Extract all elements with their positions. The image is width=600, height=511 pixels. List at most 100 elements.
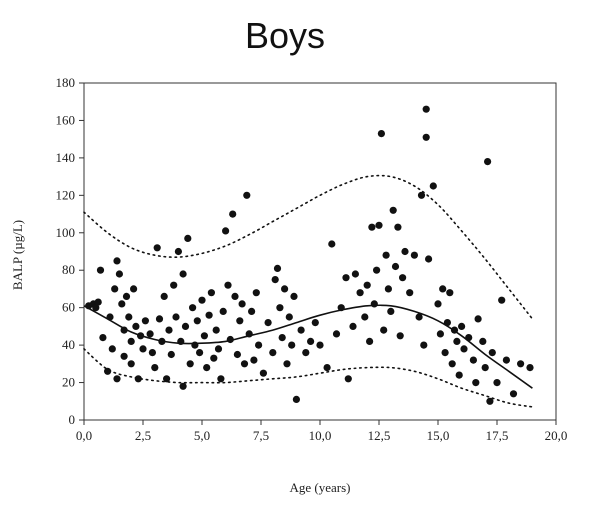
data-point (526, 364, 534, 372)
data-point (94, 298, 102, 306)
y-tick-label: 180 (56, 75, 76, 90)
data-point (488, 349, 496, 357)
data-point (184, 234, 192, 242)
data-point (186, 360, 194, 368)
data-point (399, 274, 407, 282)
data-point (193, 317, 201, 325)
data-point (179, 382, 187, 390)
data-point (219, 307, 227, 315)
data-point (361, 313, 369, 321)
data-point (410, 251, 418, 259)
y-axis-label: BALP (µg/L) (10, 220, 25, 290)
data-point (205, 311, 213, 319)
data-point (446, 289, 454, 297)
x-tick-label: 15,0 (427, 428, 450, 443)
y-tick-label: 160 (56, 112, 76, 127)
data-point (196, 349, 204, 357)
data-point (96, 266, 105, 274)
data-point (210, 354, 218, 362)
data-point (92, 304, 100, 312)
data-point (276, 304, 284, 312)
data-point (198, 296, 206, 304)
data-point (158, 337, 166, 345)
data-point (217, 375, 225, 383)
y-tick-label: 40 (62, 337, 75, 352)
data-point (127, 360, 135, 368)
data-point (155, 315, 164, 323)
data-point (108, 345, 116, 353)
mean-curve (83, 304, 533, 389)
data-point (137, 332, 145, 340)
data-point (179, 270, 187, 278)
data-point (406, 289, 414, 297)
data-point (436, 330, 444, 338)
data-point (434, 300, 442, 308)
data-point (373, 266, 381, 274)
x-tick-label: 12,5 (368, 428, 391, 443)
data-point (111, 285, 119, 293)
data-point (172, 313, 180, 321)
x-tick-label: 2,5 (135, 428, 151, 443)
data-point (106, 313, 114, 321)
data-point (370, 300, 378, 308)
data-point (450, 326, 459, 334)
data-point (481, 364, 489, 372)
y-axis: 0 20 40 60 80 100 120 140 160 180 (56, 75, 84, 427)
data-point (170, 281, 178, 289)
data-point (486, 397, 494, 405)
data-point (229, 210, 237, 218)
data-point (439, 285, 447, 293)
data-point (297, 326, 305, 334)
data-point (200, 332, 208, 340)
data-point (344, 375, 352, 383)
data-point (141, 317, 149, 325)
data-point (311, 319, 319, 327)
plot-area (83, 82, 557, 421)
mean-curve-layer (83, 304, 533, 389)
x-tick-label: 7,5 (253, 428, 269, 443)
data-point (342, 274, 350, 282)
data-point (273, 264, 282, 272)
data-point (233, 350, 241, 359)
data-point (224, 281, 232, 289)
data-point (222, 227, 230, 235)
data-point (250, 356, 258, 364)
data-point (368, 223, 376, 231)
data-point (243, 191, 251, 199)
data-point (167, 350, 175, 359)
y-tick-label: 100 (56, 225, 76, 240)
data-point (181, 322, 190, 330)
data-point (382, 251, 390, 259)
data-point (174, 247, 182, 256)
data-point (285, 313, 293, 321)
y-tick-label: 120 (56, 187, 76, 202)
data-point (337, 304, 345, 312)
data-point (231, 292, 239, 300)
lower-reference-line (83, 348, 534, 408)
data-point (417, 191, 426, 199)
data-point (502, 356, 510, 364)
data-point (380, 326, 388, 334)
data-point (420, 341, 428, 349)
data-point (472, 379, 480, 387)
data-point (479, 337, 487, 345)
data-point (248, 307, 256, 315)
data-point (113, 257, 121, 265)
data-point (203, 364, 211, 372)
data-point (125, 313, 133, 321)
data-point (465, 334, 473, 342)
data-point (509, 390, 518, 398)
data-point (425, 255, 433, 263)
data-point (422, 105, 430, 113)
data-point (134, 375, 142, 383)
data-point (415, 313, 423, 321)
data-point (384, 285, 392, 293)
data-point (151, 364, 159, 372)
data-point (387, 307, 395, 315)
data-point (118, 300, 126, 308)
data-point (443, 319, 451, 327)
data-point (146, 330, 154, 338)
data-point (290, 292, 298, 300)
data-point (212, 326, 220, 334)
